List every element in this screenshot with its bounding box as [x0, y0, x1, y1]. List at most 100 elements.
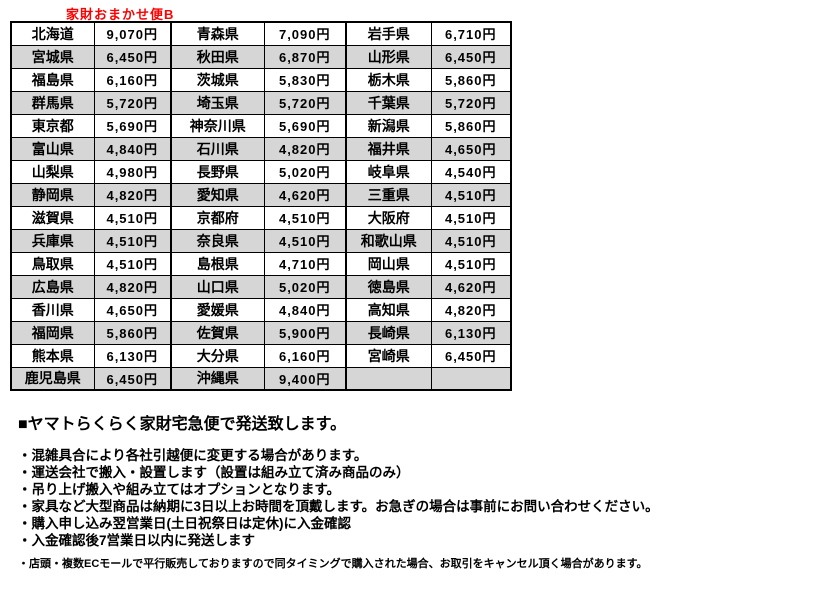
notes-bullet: ・吊り上げ搬入や組み立てはオプションとなります。: [18, 482, 340, 497]
price-cell: 4,710円: [263, 251, 347, 276]
table-row: 東京都 5,690円 神奈川県 5,690円 新潟県 5,860円: [10, 113, 512, 138]
prefecture-cell: 佐賀県: [170, 320, 265, 345]
price-cell: [430, 366, 512, 391]
prefecture-cell: 富山県: [10, 136, 95, 161]
price-cell: 5,830円: [263, 67, 347, 92]
prefecture-cell: 大分県: [170, 343, 265, 368]
price-cell: 4,510円: [93, 251, 172, 276]
prefecture-cell: 島根県: [170, 251, 265, 276]
price-cell: 4,510円: [93, 228, 172, 253]
notes-bullet: ・購入申し込み翌営業日(土日祝祭日は定休)に入金確認: [18, 516, 351, 531]
price-cell: 5,860円: [93, 320, 172, 345]
prefecture-cell: 奈良県: [170, 228, 265, 253]
prefecture-cell: 宮崎県: [345, 343, 432, 368]
price-cell: 9,400円: [263, 366, 347, 391]
price-cell: 4,510円: [430, 182, 512, 207]
table-row: 福岡県 5,860円 佐賀県 5,900円 長崎県 6,130円: [10, 320, 512, 345]
price-cell: 5,720円: [263, 90, 347, 115]
price-cell: 5,860円: [430, 67, 512, 92]
table-row: 福島県 6,160円 茨城県 5,830円 栃木県 5,860円: [10, 67, 512, 92]
price-cell: 4,840円: [263, 297, 347, 322]
prefecture-cell: 愛知県: [170, 182, 265, 207]
prefecture-cell: 宮城県: [10, 44, 95, 69]
table-row: 鳥取県 4,510円 島根県 4,710円 岡山県 4,510円: [10, 251, 512, 276]
notes-heading: ■ヤマトらくらく家財宅急便で発送致します。: [18, 416, 347, 433]
prefecture-cell: 山梨県: [10, 159, 95, 184]
prefecture-cell: 東京都: [10, 113, 95, 138]
prefecture-cell: 山口県: [170, 274, 265, 299]
prefecture-cell: 岩手県: [345, 21, 432, 46]
price-cell: 5,860円: [430, 113, 512, 138]
price-cell: 6,160円: [93, 67, 172, 92]
prefecture-cell: 岡山県: [345, 251, 432, 276]
table-row: 滋賀県 4,510円 京都府 4,510円 大阪府 4,510円: [10, 205, 512, 230]
prefecture-cell: 京都府: [170, 205, 265, 230]
prefecture-cell: 愛媛県: [170, 297, 265, 322]
shipping-fee-table: 北海道 9,070円 青森県 7,090円 岩手県 6,710円 宮城県 6,450円 秋田県 6…: [10, 21, 512, 391]
prefecture-cell: 徳島県: [345, 274, 432, 299]
prefecture-cell: 沖縄県: [170, 366, 265, 391]
notes-bullet-list: ・混雑具合により各社引越便に変更する場合があります。・運送会社で搬入・設置します…: [18, 447, 659, 549]
table-row: 静岡県 4,820円 愛知県 4,620円 三重県 4,510円: [10, 182, 512, 207]
price-cell: 4,820円: [93, 274, 172, 299]
prefecture-cell: 熊本県: [10, 343, 95, 368]
prefecture-cell: 長崎県: [345, 320, 432, 345]
price-cell: 4,620円: [430, 274, 512, 299]
price-cell: 5,720円: [430, 90, 512, 115]
price-cell: 4,820円: [93, 182, 172, 207]
price-cell: 5,720円: [93, 90, 172, 115]
price-cell: 6,160円: [263, 343, 347, 368]
price-cell: 6,130円: [430, 320, 512, 345]
notes-bullet: ・混雑具合により各社引越便に変更する場合があります。: [18, 448, 368, 463]
price-cell: 4,650円: [430, 136, 512, 161]
price-cell: 5,900円: [263, 320, 347, 345]
price-cell: 4,650円: [93, 297, 172, 322]
price-cell: 7,090円: [263, 21, 347, 46]
price-cell: 6,710円: [430, 21, 512, 46]
price-cell: 4,510円: [430, 205, 512, 230]
prefecture-cell: 広島県: [10, 274, 95, 299]
prefecture-cell: 和歌山県: [345, 228, 432, 253]
price-cell: 5,020円: [263, 274, 347, 299]
prefecture-cell: 長野県: [170, 159, 265, 184]
price-cell: 6,130円: [93, 343, 172, 368]
table-row: 熊本県 6,130円 大分県 6,160円 宮崎県 6,450円: [10, 343, 512, 368]
prefecture-cell: 香川県: [10, 297, 95, 322]
prefecture-cell: 新潟県: [345, 113, 432, 138]
shipping-notes: ■ヤマトらくらく家財宅急便で発送致します。 ・混雑具合により各社引越便に変更する…: [18, 410, 659, 571]
prefecture-cell: 青森県: [170, 21, 265, 46]
prefecture-cell: 福井県: [345, 136, 432, 161]
price-cell: 4,510円: [263, 228, 347, 253]
price-cell: 4,510円: [93, 205, 172, 230]
table-row: 富山県 4,840円 石川県 4,820円 福井県 4,650円: [10, 136, 512, 161]
price-cell: 4,540円: [430, 159, 512, 184]
shipping-table-body: 北海道 9,070円 青森県 7,090円 岩手県 6,710円 宮城県 6,450円 秋田県 6…: [10, 21, 512, 391]
prefecture-cell: 石川県: [170, 136, 265, 161]
table-row: 北海道 9,070円 青森県 7,090円 岩手県 6,710円: [10, 21, 512, 46]
price-cell: 6,870円: [263, 44, 347, 69]
price-cell: 4,980円: [93, 159, 172, 184]
prefecture-cell: 北海道: [10, 21, 95, 46]
price-cell: 9,070円: [93, 21, 172, 46]
price-cell: 4,510円: [430, 251, 512, 276]
prefecture-cell: 神奈川県: [170, 113, 265, 138]
price-cell: 4,820円: [263, 136, 347, 161]
notes-bullet: ・運送会社で搬入・設置します（設置は組み立て済み商品のみ）: [18, 465, 410, 480]
table-row: 群馬県 5,720円 埼玉県 5,720円 千葉県 5,720円: [10, 90, 512, 115]
table-row: 広島県 4,820円 山口県 5,020円 徳島県 4,620円: [10, 274, 512, 299]
table-row: 宮城県 6,450円 秋田県 6,870円 山形県 6,450円: [10, 44, 512, 69]
price-cell: 6,450円: [93, 44, 172, 69]
price-cell: 4,620円: [263, 182, 347, 207]
prefecture-cell: 茨城県: [170, 67, 265, 92]
prefecture-cell: 群馬県: [10, 90, 95, 115]
notes-footnote: ・店頭・複数ECモールで平行販売しておりますので同タイミングで購入された場合、お…: [18, 558, 648, 570]
price-cell: 4,840円: [93, 136, 172, 161]
prefecture-cell: 三重県: [345, 182, 432, 207]
prefecture-cell: 鳥取県: [10, 251, 95, 276]
price-cell: 4,510円: [430, 228, 512, 253]
prefecture-cell: 大阪府: [345, 205, 432, 230]
prefecture-cell: 千葉県: [345, 90, 432, 115]
price-cell: 5,690円: [263, 113, 347, 138]
prefecture-cell: 鹿児島県: [10, 366, 95, 391]
